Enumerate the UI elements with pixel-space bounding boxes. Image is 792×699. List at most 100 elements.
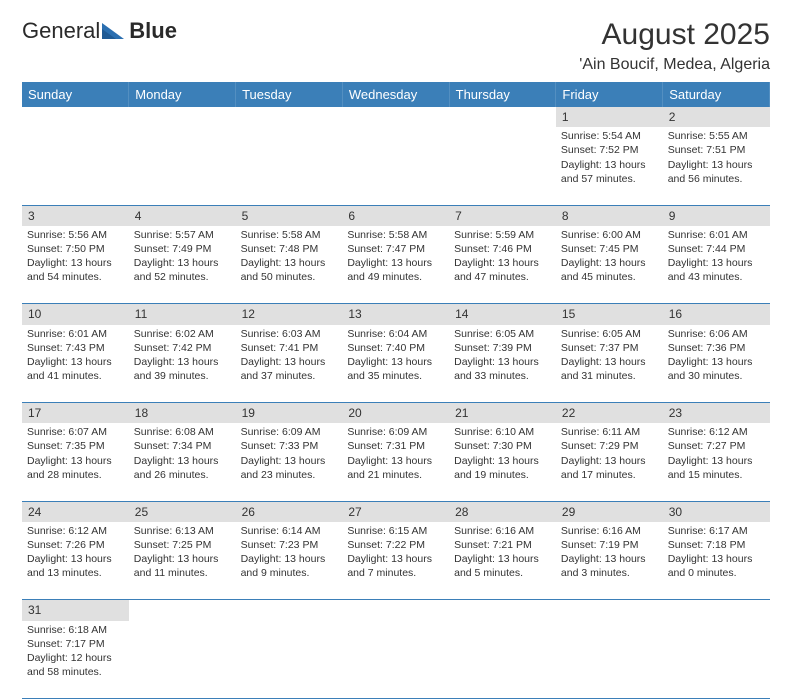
day-details-cell: Sunrise: 6:18 AMSunset: 7:17 PMDaylight:… [22, 621, 129, 699]
day-number-cell: 4 [129, 205, 236, 226]
day-details-cell [129, 621, 236, 699]
day-details-cell: Sunrise: 6:12 AMSunset: 7:26 PMDaylight:… [22, 522, 129, 600]
day-number-cell: 10 [22, 304, 129, 325]
sunset-line: Sunset: 7:31 PM [347, 439, 444, 453]
day-details: Sunrise: 5:58 AMSunset: 7:47 PMDaylight:… [347, 228, 444, 285]
day-details-cell: Sunrise: 6:14 AMSunset: 7:23 PMDaylight:… [236, 522, 343, 600]
sunset-line: Sunset: 7:34 PM [134, 439, 231, 453]
day-details-cell: Sunrise: 6:08 AMSunset: 7:34 PMDaylight:… [129, 423, 236, 501]
day-number-cell [663, 600, 770, 621]
day-number-cell: 18 [129, 403, 236, 424]
day-details-cell [449, 127, 556, 205]
day-details-cell: Sunrise: 6:03 AMSunset: 7:41 PMDaylight:… [236, 325, 343, 403]
sunset-line: Sunset: 7:45 PM [561, 242, 658, 256]
daylight-line: Daylight: 13 hours and 0 minutes. [668, 552, 765, 580]
sunrise-line: Sunrise: 6:01 AM [668, 228, 765, 242]
sunrise-line: Sunrise: 6:09 AM [241, 425, 338, 439]
sunrise-line: Sunrise: 6:16 AM [454, 524, 551, 538]
sunset-line: Sunset: 7:27 PM [668, 439, 765, 453]
sunrise-line: Sunrise: 6:09 AM [347, 425, 444, 439]
day-number-cell: 31 [22, 600, 129, 621]
day-details: Sunrise: 6:02 AMSunset: 7:42 PMDaylight:… [134, 327, 231, 384]
day-details: Sunrise: 6:05 AMSunset: 7:37 PMDaylight:… [561, 327, 658, 384]
location: 'Ain Boucif, Medea, Algeria [579, 56, 770, 74]
sunrise-line: Sunrise: 6:14 AM [241, 524, 338, 538]
day-number-cell [236, 600, 343, 621]
day-number-cell: 24 [22, 501, 129, 522]
daylight-line: Daylight: 13 hours and 13 minutes. [27, 552, 124, 580]
daylight-line: Daylight: 13 hours and 57 minutes. [561, 158, 658, 186]
day-number-cell: 6 [342, 205, 449, 226]
day-number-cell: 12 [236, 304, 343, 325]
day-details: Sunrise: 6:06 AMSunset: 7:36 PMDaylight:… [668, 327, 765, 384]
day-details-cell: Sunrise: 6:00 AMSunset: 7:45 PMDaylight:… [556, 226, 663, 304]
logo-flag-icon [102, 21, 126, 41]
day-details-cell: Sunrise: 6:09 AMSunset: 7:31 PMDaylight:… [342, 423, 449, 501]
daylight-line: Daylight: 13 hours and 17 minutes. [561, 454, 658, 482]
weekday-header: Sunday [22, 82, 129, 107]
day-details: Sunrise: 6:16 AMSunset: 7:19 PMDaylight:… [561, 524, 658, 581]
day-number-cell: 23 [663, 403, 770, 424]
day-number-cell: 27 [342, 501, 449, 522]
day-details: Sunrise: 5:57 AMSunset: 7:49 PMDaylight:… [134, 228, 231, 285]
sunrise-line: Sunrise: 5:54 AM [561, 129, 658, 143]
day-details-cell [22, 127, 129, 205]
sunrise-line: Sunrise: 6:06 AM [668, 327, 765, 341]
sunset-line: Sunset: 7:47 PM [347, 242, 444, 256]
sunset-line: Sunset: 7:33 PM [241, 439, 338, 453]
daylight-line: Daylight: 13 hours and 31 minutes. [561, 355, 658, 383]
day-details-cell [663, 621, 770, 699]
day-details-cell: Sunrise: 6:05 AMSunset: 7:37 PMDaylight:… [556, 325, 663, 403]
day-details: Sunrise: 6:03 AMSunset: 7:41 PMDaylight:… [241, 327, 338, 384]
sunrise-line: Sunrise: 5:58 AM [241, 228, 338, 242]
sunset-line: Sunset: 7:36 PM [668, 341, 765, 355]
sunset-line: Sunset: 7:22 PM [347, 538, 444, 552]
day-details: Sunrise: 6:14 AMSunset: 7:23 PMDaylight:… [241, 524, 338, 581]
day-details-cell [236, 127, 343, 205]
day-number-cell: 1 [556, 107, 663, 127]
sunrise-line: Sunrise: 5:56 AM [27, 228, 124, 242]
daylight-line: Daylight: 13 hours and 39 minutes. [134, 355, 231, 383]
day-details-cell: Sunrise: 6:07 AMSunset: 7:35 PMDaylight:… [22, 423, 129, 501]
day-details: Sunrise: 6:12 AMSunset: 7:26 PMDaylight:… [27, 524, 124, 581]
sunset-line: Sunset: 7:26 PM [27, 538, 124, 552]
day-details-cell [342, 621, 449, 699]
day-number-cell: 25 [129, 501, 236, 522]
sunrise-line: Sunrise: 5:55 AM [668, 129, 765, 143]
sunset-line: Sunset: 7:29 PM [561, 439, 658, 453]
day-details-cell: Sunrise: 6:06 AMSunset: 7:36 PMDaylight:… [663, 325, 770, 403]
day-details-cell: Sunrise: 5:59 AMSunset: 7:46 PMDaylight:… [449, 226, 556, 304]
day-details-cell: Sunrise: 6:01 AMSunset: 7:43 PMDaylight:… [22, 325, 129, 403]
day-number-row: 12 [22, 107, 770, 127]
day-number-cell [342, 600, 449, 621]
day-details: Sunrise: 6:09 AMSunset: 7:31 PMDaylight:… [347, 425, 444, 482]
sunrise-line: Sunrise: 6:00 AM [561, 228, 658, 242]
day-details: Sunrise: 6:17 AMSunset: 7:18 PMDaylight:… [668, 524, 765, 581]
day-number-cell: 16 [663, 304, 770, 325]
day-number-cell: 21 [449, 403, 556, 424]
day-details-cell: Sunrise: 6:01 AMSunset: 7:44 PMDaylight:… [663, 226, 770, 304]
sunrise-line: Sunrise: 6:02 AM [134, 327, 231, 341]
day-details: Sunrise: 6:05 AMSunset: 7:39 PMDaylight:… [454, 327, 551, 384]
sunset-line: Sunset: 7:37 PM [561, 341, 658, 355]
weekday-header: Monday [129, 82, 236, 107]
day-details: Sunrise: 6:07 AMSunset: 7:35 PMDaylight:… [27, 425, 124, 482]
daylight-line: Daylight: 13 hours and 50 minutes. [241, 256, 338, 284]
day-details-cell: Sunrise: 6:12 AMSunset: 7:27 PMDaylight:… [663, 423, 770, 501]
title-block: August 2025 'Ain Boucif, Medea, Algeria [579, 18, 770, 74]
day-number-cell: 29 [556, 501, 663, 522]
day-details: Sunrise: 6:01 AMSunset: 7:44 PMDaylight:… [668, 228, 765, 285]
day-details-cell: Sunrise: 6:13 AMSunset: 7:25 PMDaylight:… [129, 522, 236, 600]
daylight-line: Daylight: 13 hours and 54 minutes. [27, 256, 124, 284]
day-number-cell: 13 [342, 304, 449, 325]
sunset-line: Sunset: 7:51 PM [668, 143, 765, 157]
weekday-header: Tuesday [236, 82, 343, 107]
day-number-row: 10111213141516 [22, 304, 770, 325]
day-details: Sunrise: 6:11 AMSunset: 7:29 PMDaylight:… [561, 425, 658, 482]
sunrise-line: Sunrise: 6:16 AM [561, 524, 658, 538]
sunset-line: Sunset: 7:30 PM [454, 439, 551, 453]
day-number-cell: 5 [236, 205, 343, 226]
day-details: Sunrise: 6:16 AMSunset: 7:21 PMDaylight:… [454, 524, 551, 581]
logo-text-general: General [22, 18, 100, 44]
day-details-cell: Sunrise: 6:04 AMSunset: 7:40 PMDaylight:… [342, 325, 449, 403]
